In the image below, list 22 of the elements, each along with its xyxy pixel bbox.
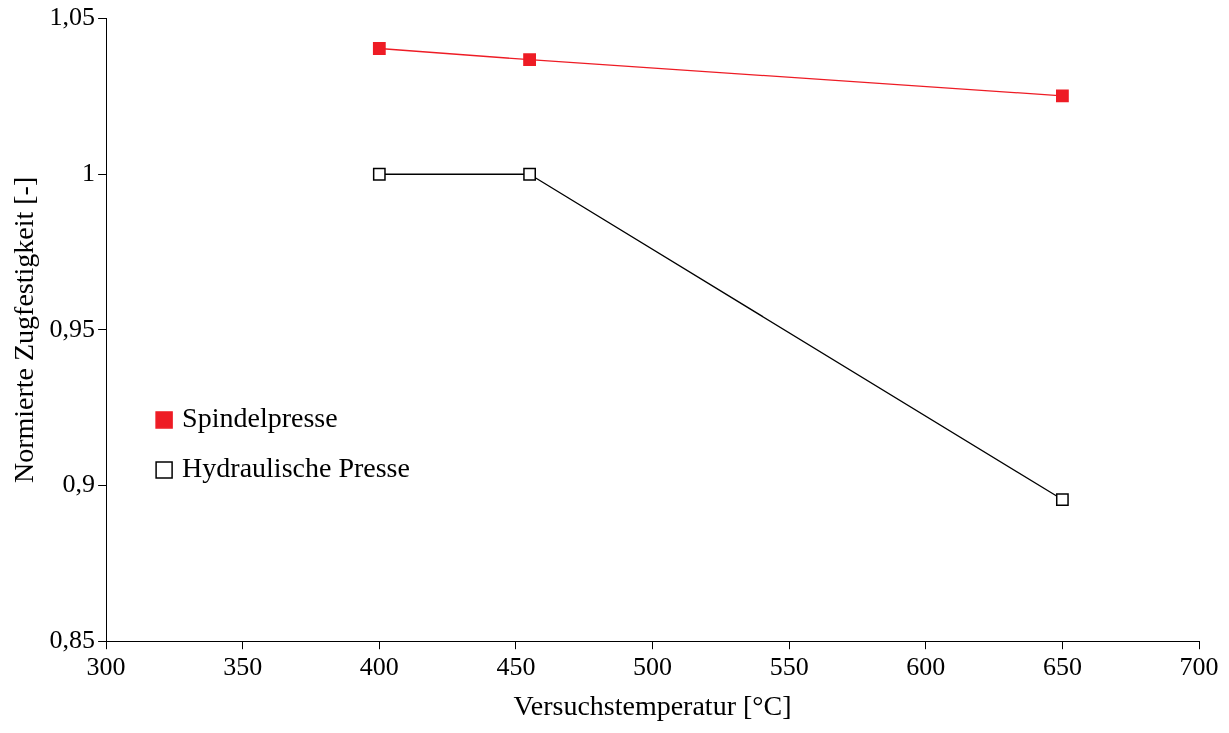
x-tick-label: 600 xyxy=(906,651,946,681)
point xyxy=(372,42,386,55)
x-tick-label: 700 xyxy=(1179,651,1219,681)
x-tick-label: 450 xyxy=(496,651,536,681)
point xyxy=(1055,493,1069,506)
y-tick-label: 1,05 xyxy=(49,2,96,32)
legend-label: Spindelpresse xyxy=(182,402,338,434)
point xyxy=(1055,89,1069,103)
y-tick-label: 0,95 xyxy=(49,313,96,343)
x-tick-label: 550 xyxy=(769,651,809,681)
point xyxy=(372,167,386,181)
x-axis-title: Versuchstemperatur [°C] xyxy=(513,689,792,721)
legend-label: Hydraulische Presse xyxy=(182,452,410,484)
y-tick-label: 0,9 xyxy=(62,469,96,499)
y-axis-title: Normierte Zugfestigkeit [-] xyxy=(8,176,40,484)
x-tick-label: 500 xyxy=(633,651,673,681)
y-tick-label: 1 xyxy=(82,158,96,188)
x-tick-label: 650 xyxy=(1042,651,1082,681)
point xyxy=(523,167,537,181)
x-tick-label: 350 xyxy=(223,651,263,681)
x-tick-label: 400 xyxy=(359,651,399,681)
point xyxy=(523,53,537,67)
